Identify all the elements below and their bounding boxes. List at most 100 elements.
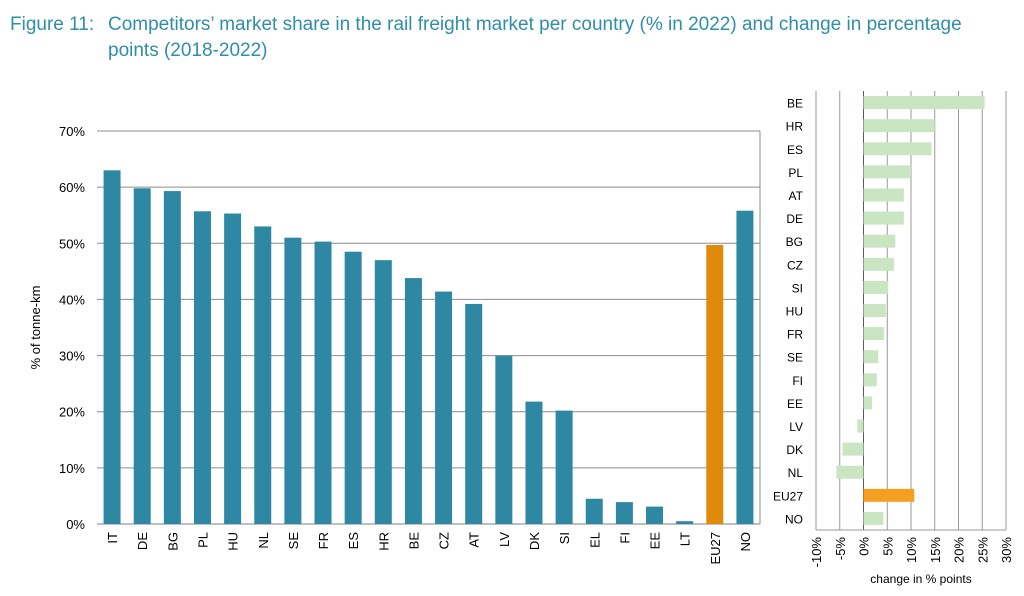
hbar-at xyxy=(863,188,904,202)
bar-pl xyxy=(193,211,211,524)
hbar-nl xyxy=(836,465,864,479)
x-tick-label: LT xyxy=(678,532,693,546)
y-tick-label: BE xyxy=(787,97,803,111)
x-tick-label: SE xyxy=(286,532,301,550)
hbar-es xyxy=(863,142,932,156)
bar-hu xyxy=(224,213,242,524)
hbar-eu27 xyxy=(863,488,915,502)
x-tick-label: CZ xyxy=(437,532,452,549)
x-tick-label: 10% xyxy=(904,537,919,563)
bar-eu27 xyxy=(706,244,724,524)
y-tick-label: BG xyxy=(786,235,803,249)
bar-no xyxy=(736,210,754,525)
y-tick-label: DE xyxy=(786,212,803,226)
x-tick-label: BE xyxy=(406,532,421,550)
bar-lt xyxy=(676,521,694,524)
x-tick-label: NO xyxy=(738,532,753,552)
hbar-pl xyxy=(863,165,911,179)
bar-el xyxy=(585,498,603,524)
title-line-2: points (2018-2022) xyxy=(108,40,268,61)
bar-de xyxy=(133,188,151,524)
x-tick-label: -5% xyxy=(833,537,848,561)
bar-bg xyxy=(163,191,181,524)
bar-dk xyxy=(525,401,543,524)
hbar-fr xyxy=(863,327,884,341)
bar-fi xyxy=(615,502,633,524)
y-tick-label: HR xyxy=(786,120,804,134)
y-tick-label: 50% xyxy=(59,236,85,251)
hbar-cz xyxy=(863,257,894,271)
x-tick-label: IT xyxy=(105,532,120,544)
hbar-no xyxy=(863,511,884,525)
y-axis-label: % of tonne-km xyxy=(28,286,43,370)
x-tick-label: BG xyxy=(165,532,180,551)
bar-cz xyxy=(435,291,453,524)
x-tick-label: DE xyxy=(135,532,150,550)
hbar-de xyxy=(863,211,904,225)
y-tick-label: 60% xyxy=(59,180,85,195)
y-tick-label: AT xyxy=(789,189,804,203)
y-tick-label: 40% xyxy=(59,292,85,307)
x-tick-label: 15% xyxy=(928,537,943,563)
y-tick-label: FI xyxy=(792,374,803,388)
y-tick-label: SE xyxy=(787,351,803,365)
figure-title: Figure 11: Competitors’ market share in t… xyxy=(10,12,1020,64)
title-line-1: Figure 11: Competitors’ market share in t… xyxy=(10,12,1020,38)
hbar-se xyxy=(863,350,879,364)
bar-es xyxy=(344,251,362,524)
x-tick-label: LV xyxy=(497,532,512,547)
bar-fr xyxy=(314,241,332,524)
y-tick-label: DK xyxy=(786,443,803,457)
y-tick-label: SI xyxy=(792,281,803,295)
x-tick-label: HR xyxy=(376,532,391,551)
bar-it xyxy=(103,170,121,525)
y-tick-label: PL xyxy=(788,166,803,180)
y-tick-label: NO xyxy=(785,512,803,526)
hbar-hu xyxy=(863,304,886,317)
figure-label: Figure 11: xyxy=(10,14,95,35)
y-tick-label: EE xyxy=(787,397,803,411)
bar-be xyxy=(404,278,422,524)
y-tick-label: 30% xyxy=(59,349,85,364)
x-axis-label: change in % points xyxy=(870,572,971,586)
x-tick-label: EL xyxy=(587,532,602,548)
title-text-1: Competitors’ market share in the rail fr… xyxy=(108,14,962,35)
x-tick-label: PL xyxy=(195,532,210,548)
hbar-ee xyxy=(863,396,873,410)
y-tick-label: 70% xyxy=(59,124,85,139)
y-tick-label: FR xyxy=(787,328,803,342)
x-tick-label: SI xyxy=(557,532,572,544)
x-tick-label: DK xyxy=(527,532,542,550)
hbar-bg xyxy=(863,234,896,248)
hbar-dk xyxy=(842,442,864,456)
y-tick-label: LV xyxy=(789,420,803,434)
hbar-si xyxy=(863,280,889,294)
x-tick-label: 25% xyxy=(975,537,990,563)
hbar-fi xyxy=(863,373,877,387)
y-tick-label: ES xyxy=(787,143,803,157)
x-tick-label: 0% xyxy=(857,537,872,556)
bar-si xyxy=(555,410,573,524)
hbar-lv xyxy=(857,419,864,433)
x-tick-label: -10% xyxy=(809,537,824,568)
x-tick-label: AT xyxy=(467,532,482,548)
bar-ee xyxy=(646,506,664,524)
hbar-be xyxy=(863,96,985,110)
bar-at xyxy=(465,303,483,524)
x-tick-label: FR xyxy=(316,532,331,549)
y-tick-label: 10% xyxy=(59,461,85,476)
x-tick-label: EU27 xyxy=(708,532,723,565)
x-tick-label: NL xyxy=(256,532,271,549)
bar-hr xyxy=(374,260,392,524)
bar-se xyxy=(284,237,302,524)
x-tick-label: 5% xyxy=(880,537,895,556)
x-tick-label: 20% xyxy=(952,537,967,563)
x-tick-label: HU xyxy=(226,532,241,551)
y-tick-label: CZ xyxy=(787,258,803,272)
bar-lv xyxy=(495,355,513,524)
y-tick-label: 20% xyxy=(59,405,85,420)
y-tick-label: EU27 xyxy=(773,489,803,503)
y-tick-label: HU xyxy=(786,305,803,319)
